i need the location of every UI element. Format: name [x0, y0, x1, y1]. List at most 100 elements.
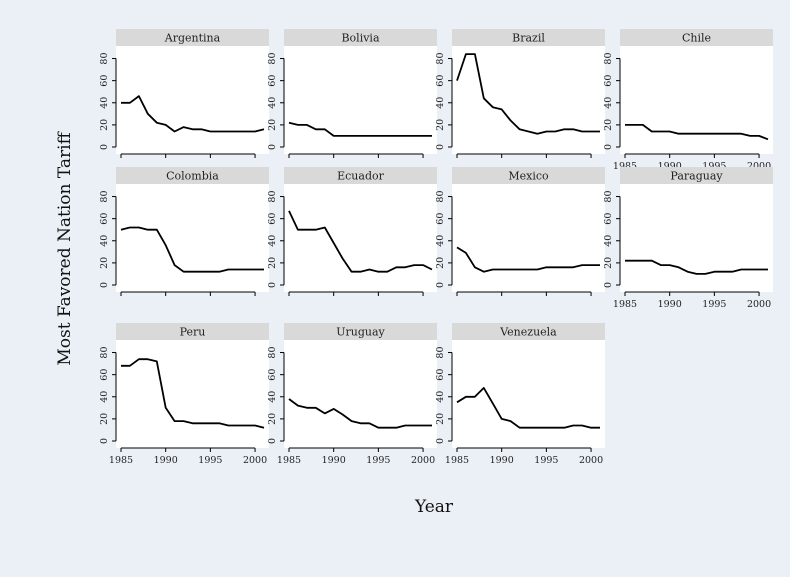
y-tick-label: 40	[267, 235, 278, 247]
y-tick-label: 40	[99, 235, 110, 247]
y-axis: 0 20 40 60 80	[267, 52, 285, 150]
x-tick-label: 1990	[322, 455, 346, 466]
x-axis: 1985 1990 1995 2000	[277, 447, 435, 466]
facet-strip	[116, 167, 269, 184]
y-tick-label: 0	[435, 144, 446, 150]
facet-title: Chile	[682, 32, 711, 45]
x-tick-label: 1985	[277, 455, 301, 466]
y-axis: 0 20 40 60 80	[603, 190, 621, 288]
series-line-ecuador	[288, 210, 433, 273]
y-tick-label: 60	[435, 213, 446, 225]
y-axis: 0 20 40 60 80	[99, 52, 117, 150]
y-tick-label: 20	[435, 257, 446, 269]
plot-area	[284, 46, 437, 154]
series-line-bolivia	[288, 121, 432, 137]
facet-panel-mexico: Mexico 0 20 40 60 80	[435, 167, 605, 296]
y-tick-label: 80	[267, 346, 278, 358]
plot-area	[452, 340, 605, 448]
y-tick-label: 60	[99, 213, 110, 225]
y-tick-label: 40	[267, 391, 278, 403]
x-tick-label: 1990	[154, 455, 178, 466]
facet-strip	[452, 29, 605, 46]
y-axis: 0 20 40 60 80	[435, 346, 453, 444]
series-line-chile	[625, 124, 769, 141]
facet-panel-argentina: Argentina 0 20 40 60 80	[99, 29, 269, 158]
x-axis	[456, 153, 592, 158]
y-tick-label: 60	[267, 75, 278, 87]
y-axis: 0 20 40 60 80	[435, 190, 453, 288]
series-line-paraguay	[625, 259, 768, 275]
x-tick-label: 1995	[702, 299, 726, 310]
x-axis: 1985 1990 1995 2000	[445, 447, 603, 466]
y-axis: 0 20 40 60 80	[603, 52, 621, 150]
y-tick-label: 80	[603, 52, 614, 64]
x-tick-label: 1990	[658, 299, 682, 310]
y-tick-label: 0	[99, 438, 110, 444]
facet-panel-brazil: Brazil 0 20 40 60 80	[435, 29, 605, 158]
y-tick-label: 80	[267, 52, 278, 64]
y-tick-label: 40	[435, 235, 446, 247]
facet-panel-colombia: Colombia 0 20 40 60 80	[99, 167, 269, 296]
facet-strip	[620, 29, 773, 46]
x-tick-label: 2000	[243, 455, 267, 466]
x-axis	[120, 153, 256, 158]
y-tick-label: 60	[603, 213, 614, 225]
y-tick-label: 40	[603, 235, 614, 247]
plot-area	[452, 184, 605, 292]
x-tick-label: 2000	[747, 299, 771, 310]
y-tick-label: 0	[99, 144, 110, 150]
facet-title: Colombia	[166, 170, 219, 183]
x-axis: 1985 1990 1995 2000	[109, 447, 267, 466]
y-axis: 0 20 40 60 80	[267, 346, 285, 444]
facet-title: Brazil	[512, 32, 545, 45]
y-tick-label: 0	[99, 282, 110, 288]
y-tick-label: 0	[435, 438, 446, 444]
y-tick-label: 80	[267, 190, 278, 202]
y-tick-label: 60	[99, 75, 110, 87]
plot-area	[620, 46, 773, 154]
y-tick-label: 20	[267, 413, 278, 425]
series-line-venezuela	[456, 386, 600, 429]
y-tick-label: 80	[435, 52, 446, 64]
y-tick-label: 40	[435, 391, 446, 403]
series-line-uruguay	[288, 398, 432, 429]
facet-strip	[620, 167, 773, 184]
y-tick-label: 60	[435, 75, 446, 87]
y-axis: 0 20 40 60 80	[99, 346, 117, 444]
plot-area	[284, 184, 437, 292]
y-tick-label: 0	[267, 282, 278, 288]
y-tick-label: 60	[435, 369, 446, 381]
facet-strip	[116, 323, 269, 340]
facet-panel-peru: Peru 0 20 40 60 80 1985 1990 1995 2000	[99, 323, 269, 466]
x-tick-label: 1985	[613, 161, 637, 172]
y-tick-label: 40	[603, 97, 614, 109]
series-line-brazil	[456, 53, 600, 135]
x-axis	[120, 291, 256, 296]
y-tick-label: 40	[435, 97, 446, 109]
series-line-colombia	[120, 226, 264, 273]
y-axis: 0 20 40 60 80	[99, 190, 117, 288]
x-axis	[288, 153, 424, 158]
x-tick-label: 1990	[490, 455, 514, 466]
x-tick-label: 1995	[702, 161, 726, 172]
y-tick-label: 20	[99, 119, 110, 131]
facet-strip	[116, 29, 269, 46]
facet-panel-paraguay: Paraguay 0 20 40 60 80 1985 1990 1995 2000	[603, 167, 773, 310]
y-axis: 0 20 40 60 80	[435, 52, 453, 150]
y-tick-label: 80	[99, 190, 110, 202]
x-tick-label: 1985	[613, 299, 637, 310]
facet-panel-ecuador: Ecuador 0 20 40 60 80	[267, 167, 437, 296]
y-tick-label: 40	[99, 391, 110, 403]
x-tick-label: 2000	[747, 161, 771, 172]
x-axis: 1985 1990 1995 2000	[613, 291, 771, 310]
facet-title: Venezuela	[499, 326, 557, 339]
y-tick-label: 80	[603, 190, 614, 202]
facet-title: Bolivia	[341, 32, 379, 45]
y-axis: 0 20 40 60 80	[267, 190, 285, 288]
x-axis: 1985 1990 1995 2000	[613, 153, 771, 172]
y-tick-label: 80	[99, 346, 110, 358]
facet-strip	[452, 323, 605, 340]
y-tick-label: 20	[99, 257, 110, 269]
